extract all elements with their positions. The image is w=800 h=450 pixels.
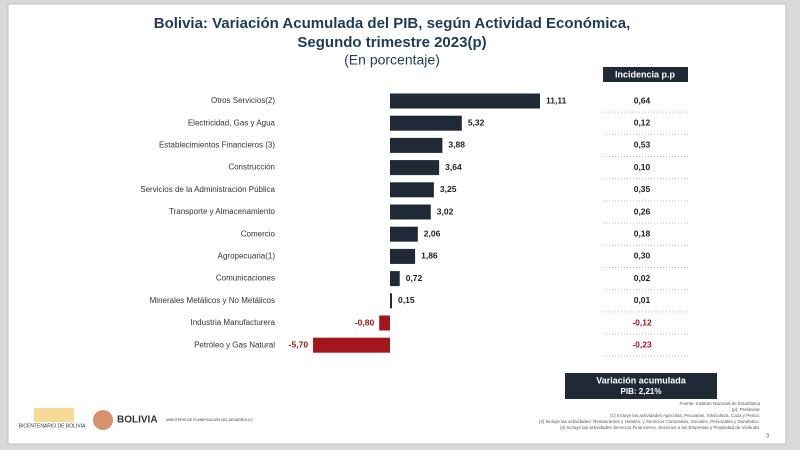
bar [313, 337, 390, 353]
category-label: Otros Servicios(2) [211, 96, 275, 105]
incidence-value: -0,23 [632, 339, 652, 349]
chart-subtitle: (En porcentaje) [344, 52, 440, 68]
bar [379, 315, 390, 331]
incidence-value: 0,10 [634, 162, 651, 172]
category-label: Comunicaciones [216, 274, 275, 283]
value-label: -0,80 [355, 317, 375, 327]
value-label: 3,25 [440, 184, 457, 194]
incidence-header [603, 67, 688, 82]
footnote: Fuente: Instituto Nacional de Estadístic… [679, 401, 760, 406]
incidence-value: -0,12 [632, 317, 652, 327]
chart-title: Segundo trimestre 2023(p) [297, 34, 486, 51]
category-label: Comercio [241, 229, 276, 238]
logo-mark [34, 408, 74, 422]
footnote: (1) Incluye las actividades Agrícolas, P… [610, 413, 760, 418]
bar [390, 182, 434, 198]
logo-mark [93, 410, 113, 430]
incidence-title: Incidencia p.p [615, 69, 676, 79]
incidence-value: 0,26 [634, 206, 651, 216]
bar [390, 160, 440, 176]
bar [390, 137, 443, 153]
category-label: Agropecuaria(1) [218, 252, 276, 261]
incidence-value: 0,64 [634, 95, 651, 105]
incidence-value: 0,12 [634, 117, 651, 127]
value-label: 3,88 [448, 140, 465, 150]
bar [390, 271, 400, 287]
incidence-value: 0,53 [634, 140, 651, 150]
incidence-value: 0,35 [634, 184, 651, 194]
category-label: Servicios de la Administración Pública [140, 185, 275, 194]
bar [390, 93, 540, 109]
logo-text: MINISTERIO DE PLANIFICACIÓN DEL DESARROL… [166, 417, 253, 422]
incidence-value: 0,30 [634, 251, 651, 261]
footnote: (3) Incluye las actividades Servicios Fi… [560, 425, 760, 430]
value-label: 3,64 [445, 162, 462, 172]
summary-value: PIB: 2,21% [621, 387, 662, 396]
category-label: Minerales Metálicos y No Metálicos [150, 296, 275, 305]
footnote: (p): Preliminar [732, 407, 761, 412]
category-label: Transporte y Almacenamiento [169, 207, 276, 216]
value-label: 0,15 [398, 295, 415, 305]
footnote: (2) Incluye las actividades: Restaurante… [539, 419, 760, 424]
page-number: 3 [766, 434, 770, 440]
incidence-value: 0,01 [634, 295, 651, 305]
logo-text: BOLIVIA [117, 415, 158, 426]
chart-title: Bolivia: Variación Acumulada del PIB, se… [154, 15, 631, 32]
category-label: Construcción [228, 163, 275, 172]
bar [390, 204, 431, 220]
value-label: 0,72 [406, 273, 423, 283]
incidence-value: 0,02 [634, 273, 651, 283]
summary-label: Variación acumulada [596, 375, 687, 385]
category-label: Electricidad, Gas y Agua [188, 118, 276, 127]
category-label: Industria Manufacturera [191, 318, 276, 327]
category-label: Establecimientos Financieros (3) [159, 141, 275, 150]
bar [390, 293, 393, 309]
value-label: 2,06 [424, 228, 441, 238]
bar [390, 226, 418, 242]
value-label: 3,02 [437, 206, 454, 216]
value-label: 11,11 [546, 95, 567, 105]
bar [390, 115, 462, 131]
summary-box [565, 373, 717, 399]
value-label: 1,86 [421, 251, 438, 261]
incidence-value: 0,18 [634, 228, 651, 238]
value-label: -5,70 [289, 339, 309, 349]
value-label: 5,32 [468, 117, 485, 127]
logo-text: BICENTENARIO DE BOLIVIA [19, 423, 86, 429]
category-label: Petróleo y Gas Natural [194, 340, 275, 349]
bar [390, 248, 416, 264]
